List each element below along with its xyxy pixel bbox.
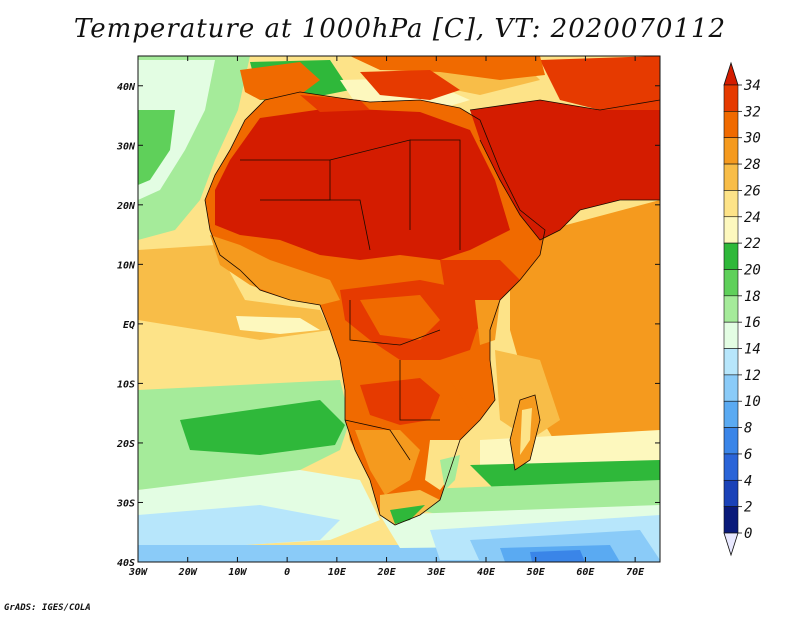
colorbar-swatch [723,216,739,244]
colorbar-label: 26 [744,183,761,199]
colorbar-label: 18 [744,289,761,305]
lon-tick-label: 10E [328,567,347,578]
colorbar-swatch [723,84,739,112]
colorbar-swatch [723,321,739,349]
temperature-field [138,56,660,562]
colorbar-label: 24 [744,210,761,226]
lat-tick-label: 10N [117,260,136,271]
colorbar-swatch [723,163,739,191]
colorbar-swatch [723,111,739,139]
colorbar-label: 6 [744,447,752,463]
lat-tick-label: 30N [116,141,136,152]
colorbar-label: 2 [744,500,752,516]
colorbar-swatch [723,348,739,376]
colorbar-label: 10 [744,394,761,410]
coastlines [204,91,660,526]
colorbar-swatch [723,137,739,165]
lon-tick-label: 40E [477,567,496,578]
colorbar-label: 16 [744,315,761,331]
colorbar-swatch [723,506,739,534]
credit-text: GrADS: IGES/COLA [4,603,91,613]
colorbar-label: 14 [744,342,761,358]
colorbar-label: 0 [744,526,752,542]
colorbar-swatch [723,190,739,218]
map-frame [137,55,661,563]
colorbar-swatch [723,400,739,428]
lon-tick-label: 50E [527,567,546,578]
lon-tick-label: 30E [426,567,446,578]
lon-tick-label: 10W [228,567,247,578]
colorbar-swatch [723,269,739,297]
lat-tick-label: 30S [116,498,135,509]
colorbar-label: 8 [744,421,752,437]
latitude-axis: 40N 30N 20N 10N EQ 10S 20S 30S 40S [116,82,660,569]
lat-tick-label: 20N [116,201,136,212]
colorbar-label: 12 [744,368,761,384]
colorbar-swatch [723,427,739,455]
lon-tick-label: 60E [576,567,595,578]
colorbar-label: 20 [744,262,761,278]
lon-tick-label: 30W [128,567,148,578]
lon-tick-label: 20E [377,567,397,578]
colorbar-swatch [723,374,739,402]
lat-tick-label: 20S [116,439,135,450]
colorbar-bottom-arrow [723,532,739,557]
colorbar-label: 30 [743,131,761,147]
colorbar-label: 22 [744,236,761,252]
lat-tick-label: EQ [123,320,135,331]
colorbar-swatch [723,295,739,323]
colorbar-label: 34 [743,78,761,94]
colorbar-swatch [723,242,739,270]
longitude-axis: 30W 20W 10W 0 10E 20E 30E 40E 50E 60E 70E [128,56,645,578]
lon-tick-label: 0 [284,567,290,578]
colorbar-swatch [723,453,739,481]
colorbar-swatch [723,479,739,507]
colorbar-label: 4 [744,473,752,489]
map-title: Temperature at 1000hPa [C], VT: 20200701… [73,14,727,44]
lat-tick-label: 10S [117,379,135,390]
lat-tick-label: 40S [117,558,135,569]
colorbar-label: 28 [744,157,761,173]
lon-tick-label: 70E [626,567,645,578]
colorbar-top-arrow [723,61,739,86]
lon-tick-label: 20W [178,567,198,578]
lat-tick-label: 40N [117,82,136,93]
colorbar-label: 32 [743,104,761,120]
